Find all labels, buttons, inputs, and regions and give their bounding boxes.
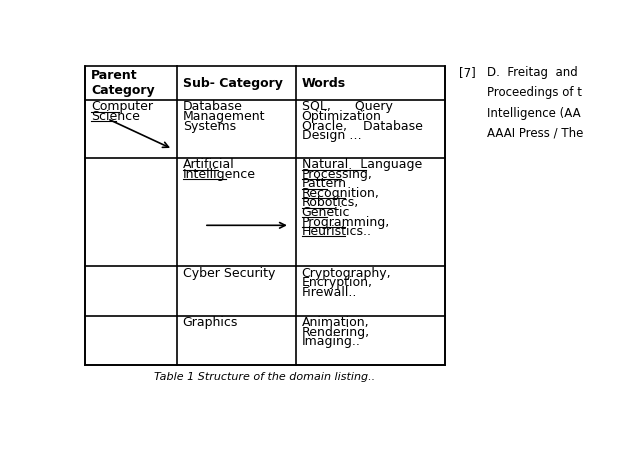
Text: Artificial: Artificial	[182, 159, 234, 171]
Text: AAAI Press / The: AAAI Press / The	[487, 127, 583, 140]
Text: Rendering,: Rendering,	[301, 326, 370, 338]
Text: Sub- Category: Sub- Category	[182, 77, 282, 90]
Text: Computer: Computer	[91, 100, 153, 113]
Text: Database: Database	[182, 100, 243, 113]
Text: Recognition,: Recognition,	[301, 187, 380, 200]
Text: D.  Freitag  and: D. Freitag and	[487, 66, 577, 79]
Text: Table 1 Structure of the domain listing..: Table 1 Structure of the domain listing.…	[154, 372, 375, 382]
Text: Robotics,: Robotics,	[301, 197, 359, 209]
Text: Programming,: Programming,	[301, 216, 390, 228]
Text: Design …: Design …	[301, 129, 362, 142]
Text: Cyber Security: Cyber Security	[182, 267, 275, 279]
Text: Management: Management	[182, 110, 265, 123]
Text: Pattern: Pattern	[301, 178, 347, 190]
Text: Encryption,: Encryption,	[301, 276, 372, 289]
Text: [7]: [7]	[460, 66, 476, 79]
Text: Science: Science	[91, 110, 140, 123]
Text: Cryptography,: Cryptography,	[301, 267, 391, 279]
Text: Animation,: Animation,	[301, 316, 369, 329]
Text: Optimization: Optimization	[301, 110, 381, 123]
Text: Firewall..: Firewall..	[301, 286, 357, 298]
Text: Heuristics..: Heuristics..	[301, 225, 372, 238]
Text: Proceedings of t: Proceedings of t	[487, 87, 582, 99]
Text: Processing,: Processing,	[301, 168, 372, 181]
Text: Intelligence (AA: Intelligence (AA	[487, 107, 580, 119]
Text: Intelligence: Intelligence	[182, 168, 255, 181]
Text: Words: Words	[301, 77, 346, 90]
Text: Graphics: Graphics	[182, 316, 238, 329]
Text: Oracle,    Database: Oracle, Database	[301, 119, 422, 132]
Text: Natural   Language: Natural Language	[301, 159, 422, 171]
Text: SQL,      Query: SQL, Query	[301, 100, 392, 113]
Bar	[85, 66, 445, 366]
Text: Imaging..: Imaging..	[301, 335, 360, 348]
Text: Genetic: Genetic	[301, 206, 350, 219]
Text: Parent
Category: Parent Category	[91, 69, 154, 97]
Text: Systems: Systems	[182, 119, 236, 132]
